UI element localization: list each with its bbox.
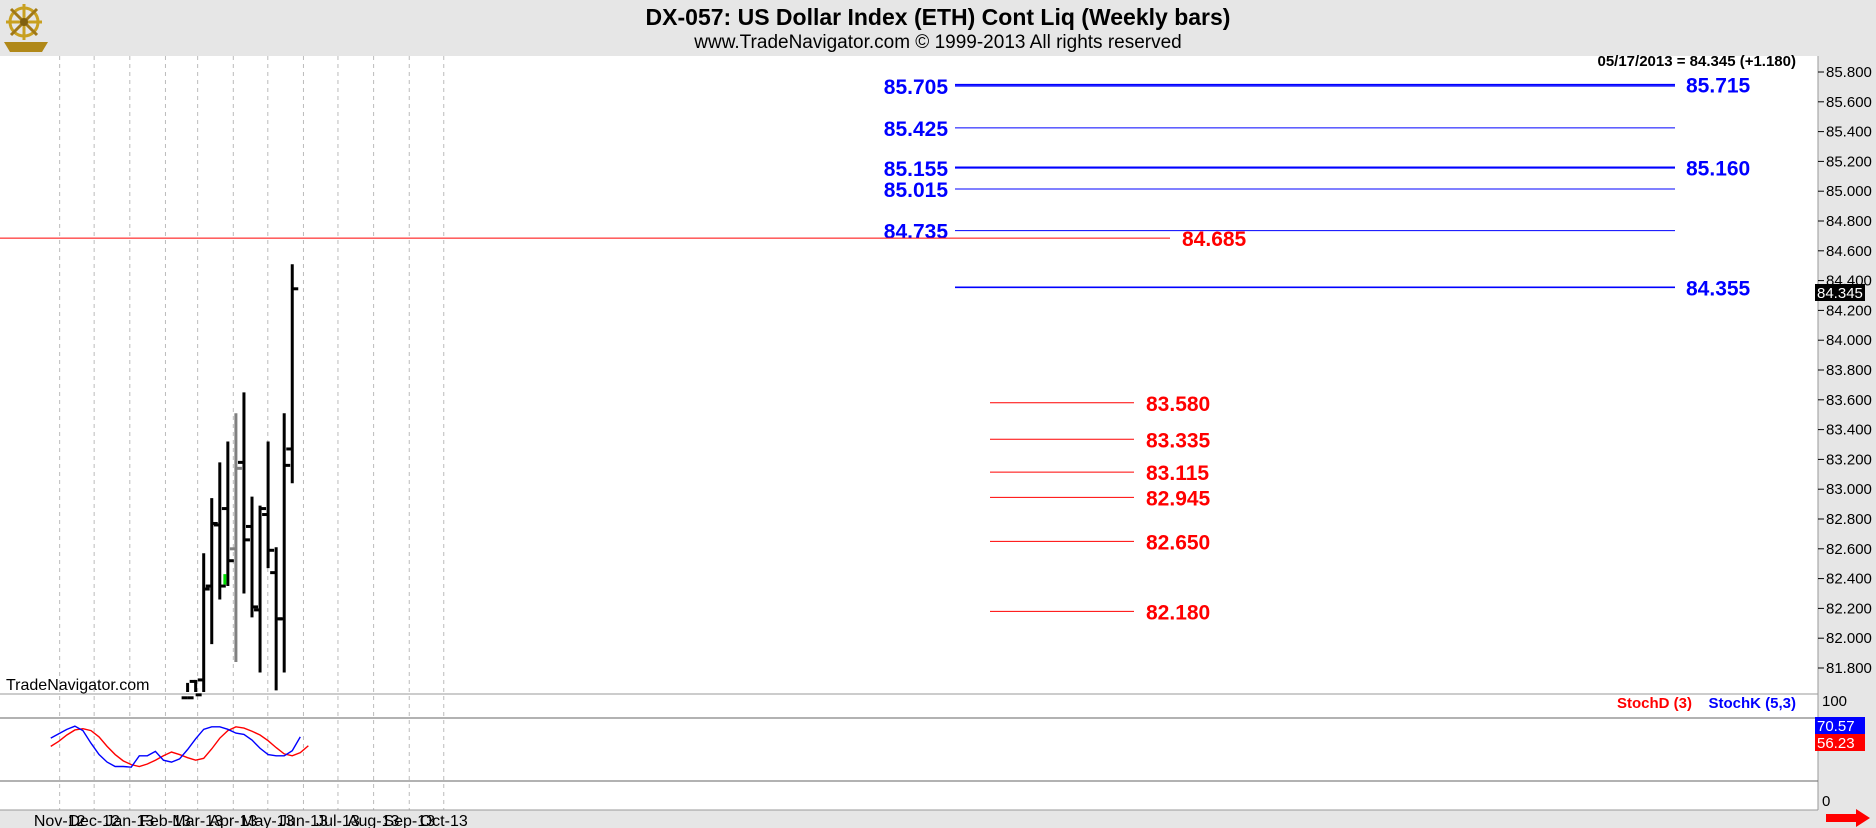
y-tick-label: 82.400: [1826, 571, 1872, 588]
y-tick-label: 85.800: [1826, 64, 1872, 81]
stochastic-panel-bg: [0, 694, 1818, 810]
watermark-text: TradeNavigator.com: [6, 677, 149, 694]
stochK-tag-text: 70.57: [1817, 718, 1855, 735]
red-level-label: 83.115: [1146, 462, 1209, 485]
blue-level-label: 84.735: [884, 221, 949, 244]
copyright-text: www.TradeNavigator.com © 1999-2013 All r…: [694, 32, 1182, 53]
y-tick-label: 82.200: [1826, 600, 1872, 617]
x-tick-label: May-13: [241, 813, 294, 828]
blue-level-label: 84.355: [1686, 277, 1751, 300]
y-tick-label: 85.200: [1826, 153, 1872, 170]
red-level-label: 83.335: [1146, 429, 1211, 452]
y-tick-label: 83.800: [1826, 362, 1872, 379]
stoch-tick-0: 0: [1822, 793, 1830, 810]
price-tag: 84.345: [1815, 284, 1865, 302]
y-tick-label: 83.400: [1826, 422, 1872, 439]
stochD-legend: StochD (3): [1617, 695, 1692, 712]
x-tick-label: Jan-13: [105, 813, 154, 828]
stochK-legend: StochK (5,3): [1708, 695, 1796, 712]
y-tick-label: 83.600: [1826, 392, 1872, 409]
stochastic-series-line: [50, 726, 309, 768]
stochastic-series-line: [50, 725, 301, 768]
stochD-tag: 56.23: [1815, 734, 1865, 752]
red-level-label: 82.650: [1146, 531, 1210, 554]
blue-level-label: 85.425: [884, 118, 949, 141]
price-bars: [181, 264, 299, 700]
chart-title: DX-057: US Dollar Index (ETH) Cont Liq (…: [645, 4, 1231, 30]
x-tick-label: Jun-13: [279, 813, 328, 828]
price-panel-bg: [0, 56, 1818, 694]
y-tick-label: 85.000: [1826, 183, 1872, 200]
y-tick-label: 84.800: [1826, 213, 1872, 230]
price-tag-text: 84.345: [1817, 285, 1863, 302]
time-x-axis: Nov-12Dec-12Jan-13Feb-13Mar-13Apr-13May-…: [34, 813, 468, 828]
y-tick-label: 82.600: [1826, 541, 1872, 558]
y-tick-label: 83.000: [1826, 481, 1872, 498]
red-level-label: 82.945: [1146, 487, 1211, 510]
blue-level-label: 85.705: [884, 76, 949, 99]
y-tick-label: 81.800: [1826, 660, 1872, 677]
stochD-tag-text: 56.23: [1817, 735, 1855, 752]
stoch-tick-100: 100: [1822, 693, 1847, 710]
blue-level-label: 85.155: [884, 158, 949, 181]
x-tick-label: Mar-13: [172, 813, 223, 828]
stochK-tag: 70.57: [1815, 717, 1865, 735]
y-tick-label: 82.000: [1826, 630, 1872, 647]
x-tick-label: Aug-13: [348, 813, 400, 828]
fibonacci-levels: 85.705 85.715 85.425 85.155 85.160 85.015 84.7…: [0, 75, 1751, 624]
blue-level-label: 85.160: [1686, 157, 1750, 180]
x-tick-label: Oct-13: [420, 813, 468, 828]
y-tick-label: 84.200: [1826, 302, 1872, 319]
blue-level-label: 85.015: [884, 179, 949, 202]
y-tick-label: 85.400: [1826, 124, 1872, 141]
grid: [59, 56, 445, 810]
chart-header: DX-057: US Dollar Index (ETH) Cont Liq (…: [0, 0, 1876, 56]
last-value-label: 05/17/2013 = 84.345 (+1.180): [1597, 53, 1796, 70]
y-tick-label: 83.200: [1826, 451, 1872, 468]
red-level-label: 82.180: [1146, 601, 1210, 624]
x-tick-label: Jul-13: [316, 813, 360, 828]
x-tick-label: Dec-12: [68, 813, 120, 828]
stochastic-lines: [50, 725, 309, 768]
blue-level-label: 85.715: [1686, 75, 1751, 98]
y-tick-label: 82.800: [1826, 511, 1872, 528]
x-tick-label: Feb-13: [140, 813, 191, 828]
price-y-axis: 85.800 85.600 85.400 85.200 85.000 84.800 84.6…: [1818, 64, 1872, 677]
y-tick-label: 84.000: [1826, 332, 1872, 349]
y-tick-label: 84.600: [1826, 243, 1872, 260]
y-tick-label: 85.600: [1826, 94, 1872, 111]
x-tick-label: Apr-13: [209, 813, 257, 828]
red-level-label: 84.685: [1182, 228, 1247, 251]
red-level-label: 83.580: [1146, 393, 1210, 416]
x-tick-label: Sep-13: [383, 813, 435, 828]
ship-wheel-logo: [2, 2, 54, 54]
x-tick-label: Nov-12: [34, 813, 86, 828]
scroll-right-arrow-icon[interactable]: [1826, 809, 1870, 827]
